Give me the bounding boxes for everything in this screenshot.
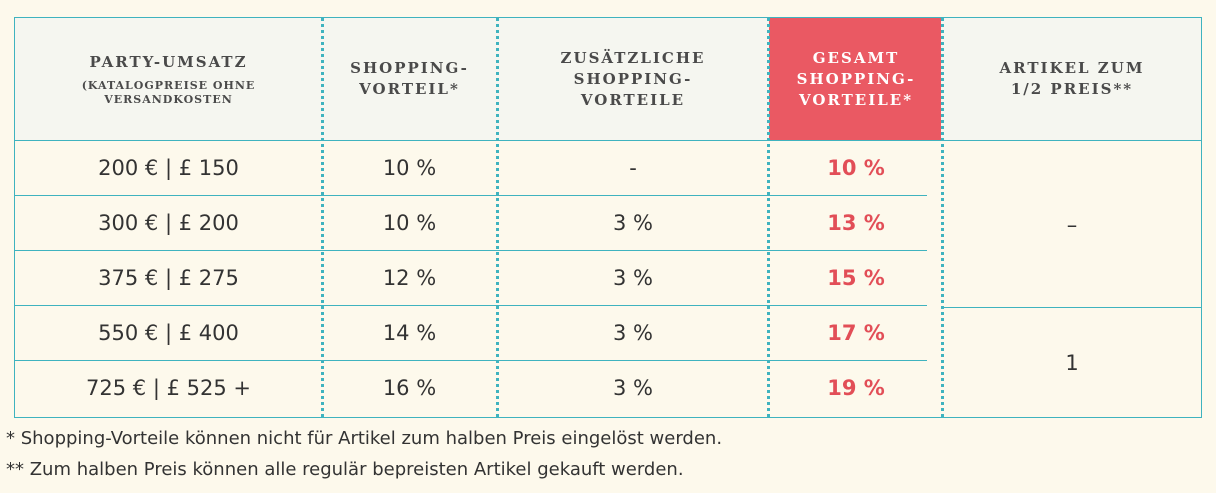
table-row: 200 € | £ 150 10 % - 10 %: [15, 141, 927, 196]
header-shopping-vorteil-line2: VORTEIL*: [359, 80, 460, 98]
header-shopping-vorteil: SHOPPING- VORTEIL*: [322, 18, 497, 140]
cell-zusaetzlich: -: [629, 156, 637, 180]
header-party-umsatz-title: PARTY-UMSATZ: [89, 52, 248, 71]
cell-zusaetzlich: 3 %: [613, 211, 653, 235]
table-header: [15, 18, 1201, 141]
cell-vorteil: 10 %: [382, 211, 437, 235]
header-party-umsatz-sub-line1: (KATALOGPREISE OHNE: [81, 78, 256, 92]
cell-gesamt: 17 %: [827, 321, 885, 345]
table-row: 550 € | £ 400 14 % 3 % 17 %: [15, 306, 927, 361]
header-gesamt-line3: VORTEILE*: [798, 90, 914, 109]
cell-gesamt: 13 %: [827, 211, 885, 235]
cell-gesamt: 19 %: [827, 376, 885, 400]
cell-vorteil: 10 %: [382, 156, 437, 180]
cell-gesamt: 15 %: [827, 266, 885, 290]
cell-zusaetzlich: 3 %: [613, 376, 653, 400]
column-divider: [321, 18, 324, 417]
cell-umsatz: 375 € | £ 275: [98, 266, 239, 290]
table-row: 375 € | £ 275 12 % 3 % 15 %: [15, 251, 927, 306]
cell-zusaetzlich: 3 %: [613, 321, 653, 345]
cell-vorteil: 14 %: [382, 321, 437, 345]
cell-gesamt: 10 %: [827, 156, 885, 180]
header-shopping-vorteil-line1: SHOPPING-: [350, 59, 469, 77]
header-party-umsatz: PARTY-UMSATZ (KATALOGPREISE OHNE VERSAND…: [15, 18, 322, 140]
cell-umsatz: 725 € | £ 525 +: [86, 376, 251, 400]
header-gesamt-line1: GESAMT: [812, 48, 900, 67]
rewards-table: PARTY-UMSATZ (KATALOGPREISE OHNE VERSAND…: [14, 17, 1202, 418]
cell-half-price-group2: 1: [1065, 350, 1079, 375]
column-divider: [496, 18, 499, 417]
footnote-1: * Shopping-Vorteile können nicht für Art…: [6, 428, 723, 449]
header-zusaetzliche-line2: SHOPPING-: [573, 69, 693, 88]
header-highlight-gesamt: [769, 18, 941, 140]
header-zusaetzliche-vorteile: ZUSÄTZLICHE SHOPPING- VORTEILE: [497, 18, 769, 140]
header-zusaetzliche-line1: ZUSÄTZLICHE: [560, 48, 706, 67]
header-artikel-halber-preis: ARTIKEL ZUM 1/2 PREIS**: [943, 18, 1201, 140]
header-party-umsatz-sub: (KATALOGPREISE OHNE VERSANDKOSTEN: [82, 79, 256, 107]
cell-zusaetzlich: 3 %: [613, 266, 653, 290]
footnote-2: ** Zum halben Preis können alle regulär …: [6, 459, 684, 480]
cell-vorteil: 16 %: [382, 376, 437, 400]
cell-umsatz: 200 € | £ 150: [98, 156, 239, 180]
header-artikel-line2: 1/2 PREIS**: [1010, 80, 1134, 98]
header-party-umsatz-sub-line2: VERSANDKOSTEN: [104, 92, 233, 106]
cell-vorteil: 12 %: [382, 266, 437, 290]
cell-umsatz: 550 € | £ 400: [98, 321, 239, 345]
cell-half-price-group1: –: [943, 142, 1201, 308]
column-divider: [941, 18, 944, 417]
cell-umsatz: 300 € | £ 200: [98, 211, 239, 235]
table-row: 300 € | £ 200 10 % 3 % 13 %: [15, 196, 927, 251]
table-row: 725 € | £ 525 + 16 % 3 % 19 %: [15, 361, 927, 416]
header-gesamt-line2: SHOPPING-: [796, 69, 916, 88]
header-gesamt-vorteile: GESAMT SHOPPING- VORTEILE*: [769, 18, 943, 140]
header-zusaetzliche-line3: VORTEILE: [580, 90, 686, 109]
column-divider: [767, 18, 770, 417]
header-artikel-line1: ARTIKEL ZUM: [999, 59, 1145, 77]
